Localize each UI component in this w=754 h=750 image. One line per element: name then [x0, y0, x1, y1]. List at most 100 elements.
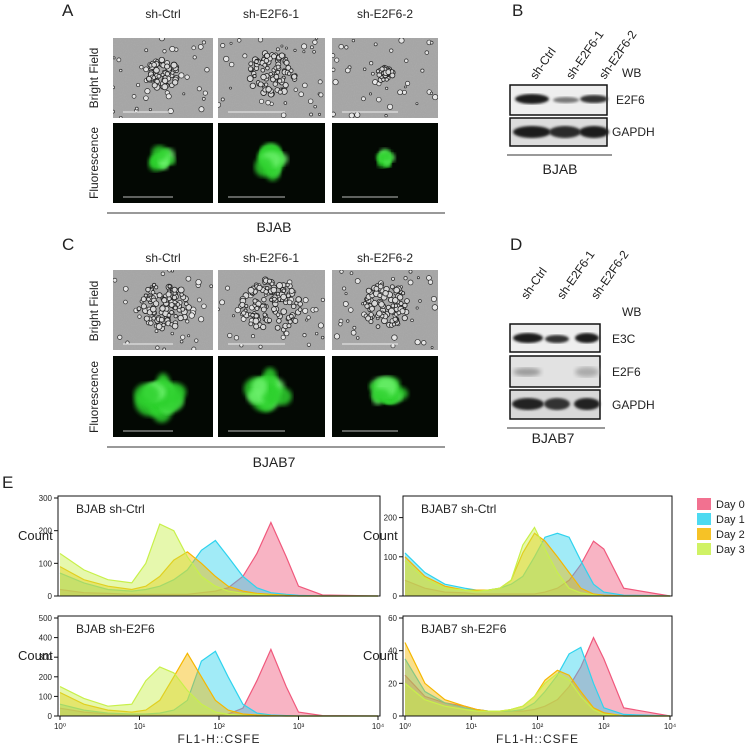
cell: [306, 315, 311, 320]
cell: [179, 292, 184, 297]
cell: [378, 301, 385, 308]
cell: [427, 279, 434, 285]
plot-frame: [57, 495, 381, 597]
cell: [332, 67, 336, 72]
cell: [220, 97, 225, 102]
cell: [352, 325, 357, 330]
cell: [153, 67, 160, 74]
cell: [258, 98, 265, 104]
cell: [363, 67, 367, 71]
chart-title: BJAB7 sh-E2F6: [421, 622, 507, 636]
cell: [170, 270, 175, 273]
cell: [122, 286, 129, 292]
signal: [254, 156, 274, 177]
cell: [170, 70, 175, 75]
cell-line: BJAB7: [253, 454, 296, 470]
y-tick-label: 100: [39, 692, 53, 701]
fluorescence-image: [218, 356, 325, 437]
cell: [432, 94, 438, 101]
cell: [113, 277, 118, 283]
cell: [298, 91, 304, 97]
cell: [392, 316, 398, 322]
cell: [185, 275, 192, 282]
cell: [348, 112, 355, 118]
cell: [280, 334, 286, 340]
cell: [123, 299, 128, 305]
legend-label: Day 1: [716, 514, 745, 526]
cell: [146, 75, 152, 82]
cell: [172, 79, 179, 86]
cell: [143, 315, 150, 322]
cell: [179, 339, 184, 344]
cell: [161, 83, 169, 91]
cell: [113, 85, 115, 90]
cell: [254, 59, 259, 64]
band-label: E2F6: [612, 365, 641, 379]
cell: [261, 306, 267, 313]
cell: [233, 335, 240, 341]
signal: [380, 150, 393, 163]
cell: [293, 48, 297, 52]
cell: [167, 107, 174, 114]
cell: [389, 72, 396, 79]
cell: [247, 286, 255, 294]
cell: [223, 55, 230, 63]
cell: [345, 67, 351, 74]
cell: [262, 62, 268, 68]
row-label: Fluorescence: [87, 127, 101, 199]
cell: [415, 306, 419, 310]
bright-field-image: [218, 270, 325, 350]
cell: [257, 81, 264, 88]
bright-field-image: [113, 38, 213, 118]
signal: [251, 377, 268, 397]
cell: [170, 331, 174, 336]
cell: [286, 299, 293, 306]
cell: [253, 323, 260, 330]
cell: [161, 297, 168, 304]
histogram-area: [60, 524, 378, 596]
cell: [280, 44, 284, 48]
panel-label: C: [62, 235, 74, 254]
fluorescence-image: [332, 123, 438, 203]
cell: [373, 42, 378, 47]
cell: [254, 306, 260, 311]
cell: [302, 297, 309, 304]
cell: [332, 111, 336, 117]
cell: [283, 59, 290, 66]
cell: [229, 41, 233, 45]
cell: [154, 329, 159, 333]
cell: [271, 53, 277, 60]
cell: [333, 333, 340, 340]
cell: [286, 323, 292, 329]
cell: [191, 45, 197, 51]
histogram-line: [59, 521, 379, 597]
cell: [171, 294, 178, 301]
cell: [148, 107, 152, 112]
cell: [280, 308, 288, 315]
cell: [119, 115, 123, 118]
cell: [258, 344, 263, 349]
cell: [373, 285, 380, 292]
blot-header: WB: [622, 305, 641, 319]
cell: [375, 69, 380, 74]
cell: [408, 270, 413, 274]
cell: [376, 310, 383, 317]
cell: [145, 286, 151, 293]
y-axis-label: Count: [18, 648, 53, 663]
cell: [405, 80, 411, 86]
cell: [263, 289, 269, 295]
cell: [301, 43, 308, 50]
cell: [237, 38, 242, 43]
cell: [276, 318, 282, 324]
cell: [178, 72, 185, 79]
cell: [308, 98, 314, 104]
cell: [265, 86, 272, 93]
cell: [168, 302, 175, 308]
cell: [151, 82, 158, 89]
cell: [257, 38, 264, 43]
cell: [396, 310, 402, 316]
cell: [263, 58, 270, 64]
cell-line: BJAB: [256, 219, 291, 235]
lane-label: sh-Ctrl: [518, 265, 550, 302]
cell: [393, 286, 400, 294]
